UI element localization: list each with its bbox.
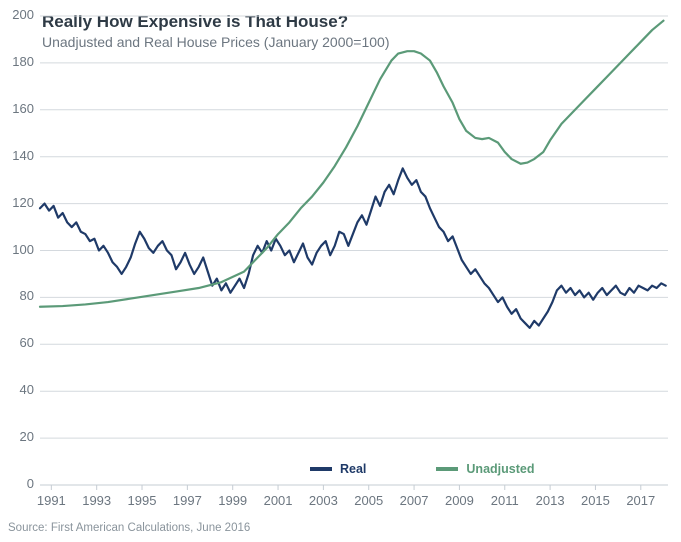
x-tick-label: 2011 [491, 493, 519, 508]
x-tick-label: 2013 [536, 493, 565, 508]
x-tick-label: 1991 [37, 493, 66, 508]
y-tick-label: 160 [0, 101, 34, 116]
legend-label: Real [340, 462, 366, 476]
x-tick-label: 1997 [173, 493, 202, 508]
y-tick-label: 120 [0, 195, 34, 210]
x-tick-label: 2001 [264, 493, 293, 508]
x-tick-label: 2005 [354, 493, 383, 508]
y-tick-label: 140 [0, 148, 34, 163]
y-tick-label: 0 [0, 476, 34, 491]
x-tick-label: 2017 [626, 493, 655, 508]
chart-source: Source: First American Calculations, Jun… [8, 522, 250, 534]
x-tick-label: 2003 [309, 493, 338, 508]
chart-legend: Real Unadjusted [310, 462, 534, 476]
legend-swatch [436, 467, 458, 471]
legend-item-real: Real [310, 462, 366, 476]
x-tick-label: 1995 [128, 493, 157, 508]
chart-container: Really How Expensive is That House? Unad… [0, 0, 681, 542]
chart-svg [0, 0, 681, 542]
y-tick-label: 180 [0, 54, 34, 69]
legend-swatch [310, 467, 332, 471]
x-tick-label: 2015 [581, 493, 610, 508]
y-tick-label: 60 [0, 335, 34, 350]
legend-item-unadjusted: Unadjusted [436, 462, 534, 476]
x-tick-label: 1993 [82, 493, 111, 508]
x-tick-label: 1999 [218, 493, 247, 508]
legend-label: Unadjusted [466, 462, 534, 476]
x-tick-label: 2009 [445, 493, 474, 508]
x-tick-label: 2007 [400, 493, 429, 508]
y-tick-label: 20 [0, 429, 34, 444]
y-tick-label: 80 [0, 288, 34, 303]
y-tick-label: 200 [0, 7, 34, 22]
y-tick-label: 100 [0, 242, 34, 257]
series-unadjusted [40, 21, 663, 307]
y-tick-label: 40 [0, 382, 34, 397]
series-real [40, 168, 666, 327]
